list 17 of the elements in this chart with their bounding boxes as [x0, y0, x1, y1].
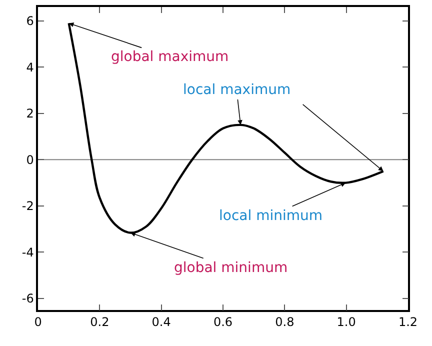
y-tick-label: -4	[22, 245, 34, 260]
annotation: local minimum	[219, 208, 323, 224]
x-tick-label: 0.8	[275, 315, 294, 330]
annotation: global minimum	[174, 260, 288, 276]
x-tick-label: 1.0	[336, 315, 356, 330]
y-tick-label: 0	[26, 152, 34, 167]
annotation: local maximum	[183, 82, 291, 98]
y-tick-label: -6	[22, 292, 34, 306]
y-tick-label: 4	[26, 60, 34, 74]
x-tick-label: 0.6	[213, 315, 233, 330]
x-tick-label: 0.4	[152, 315, 171, 330]
x-tick-label: 0.2	[90, 315, 110, 330]
y-tick-label: 6	[26, 14, 34, 28]
x-tick-label: 1.2	[398, 315, 418, 330]
annotation: global maximum	[111, 49, 229, 65]
y-tick-label: 2	[26, 106, 34, 121]
y-tick-label: -2	[22, 199, 34, 214]
